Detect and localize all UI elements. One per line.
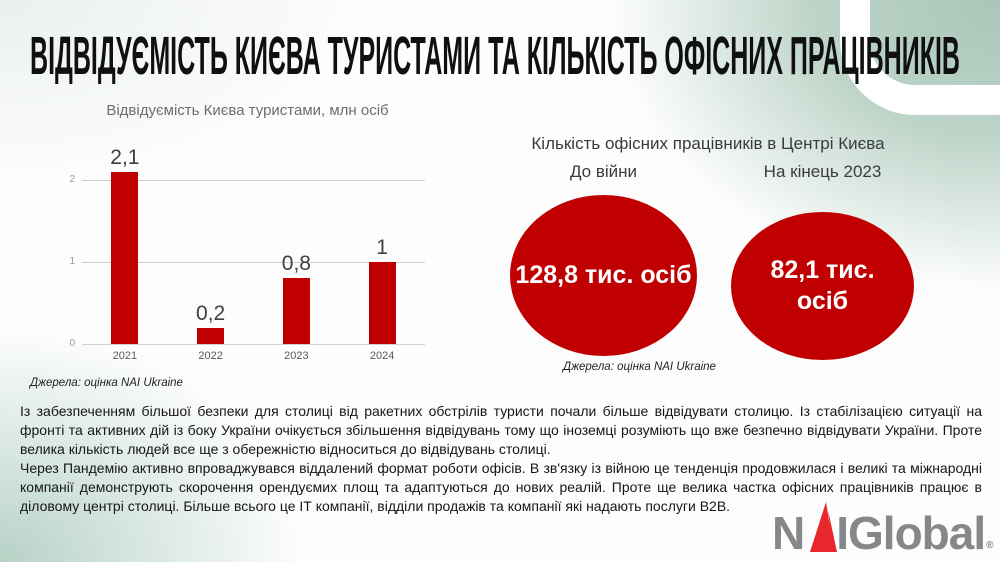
commentary-paragraph-2: Через Пандемію активно впроваджувався ві… xyxy=(20,460,982,514)
office-value-before-war: 128,8 тис. осіб xyxy=(515,260,692,289)
x-axis-tick-label: 2022 xyxy=(198,350,223,362)
office-label-end-2023: На кінець 2023 xyxy=(763,162,882,181)
y-axis-tick-label: 1 xyxy=(69,256,75,267)
chart-bar xyxy=(197,327,225,344)
chart-gridline xyxy=(82,180,425,181)
logo-red-a-icon xyxy=(810,502,838,552)
office-value-end-2023: 82,1 тис. осіб xyxy=(770,255,875,315)
x-axis-tick-label: 2024 xyxy=(369,350,395,362)
office-circle: 128,8 тис. осіб xyxy=(510,195,697,356)
tourists-bar-chart: Відвідуємість Києва туристами, млн осіб … xyxy=(60,102,435,370)
nai-global-logo: N I Global ® xyxy=(772,502,994,559)
bar-value-label: 1 xyxy=(376,236,388,259)
chart-bar xyxy=(282,278,310,344)
office-circle: 82,1 тис. осіб xyxy=(731,212,914,360)
logo-letter-n: N xyxy=(772,507,805,559)
bar-value-label: 0,8 xyxy=(281,252,311,276)
office-section-title: Кількість офісних працівників в Центрі К… xyxy=(531,134,885,153)
y-axis-tick-label: 2 xyxy=(69,174,75,185)
chart-title: Відвідуємість Києва туристами, млн осіб xyxy=(106,102,389,119)
y-axis-tick-label: 0 xyxy=(69,338,75,349)
commentary-paragraph-1: Із забезпеченням більшої безпеки для сто… xyxy=(20,403,982,457)
bar-value-label: 2,1 xyxy=(110,145,140,169)
commentary-text: Із забезпеченням більшої безпеки для сто… xyxy=(20,402,982,516)
x-axis-tick-label: 2021 xyxy=(112,350,138,362)
chart-gridline xyxy=(82,344,425,345)
logo-letter-i: I xyxy=(836,507,849,559)
chart-bar xyxy=(111,171,139,344)
office-source-note: Джерела: оцінка NAI Ukraine xyxy=(563,361,716,373)
page-title: ВІДВІДУЄМІСТЬ КИЄВА ТУРИСТАМИ ТА КІЛЬКІС… xyxy=(30,28,960,84)
logo-word-global: Global xyxy=(848,507,986,559)
x-axis-tick-label: 2023 xyxy=(284,350,309,362)
page-title-text: ВІДВІДУЄМІСТЬ КИЄВА ТУРИСТАМИ ТА КІЛЬКІС… xyxy=(30,28,960,84)
logo-registered-mark: ® xyxy=(986,540,993,551)
bar-value-label: 0,2 xyxy=(196,301,226,325)
chart-bar xyxy=(368,262,396,344)
office-label-before-war: До війни xyxy=(569,162,638,181)
chart-gridline xyxy=(82,262,425,263)
chart-source-note: Джерела: оцінка NAI Ukraine xyxy=(30,377,183,389)
